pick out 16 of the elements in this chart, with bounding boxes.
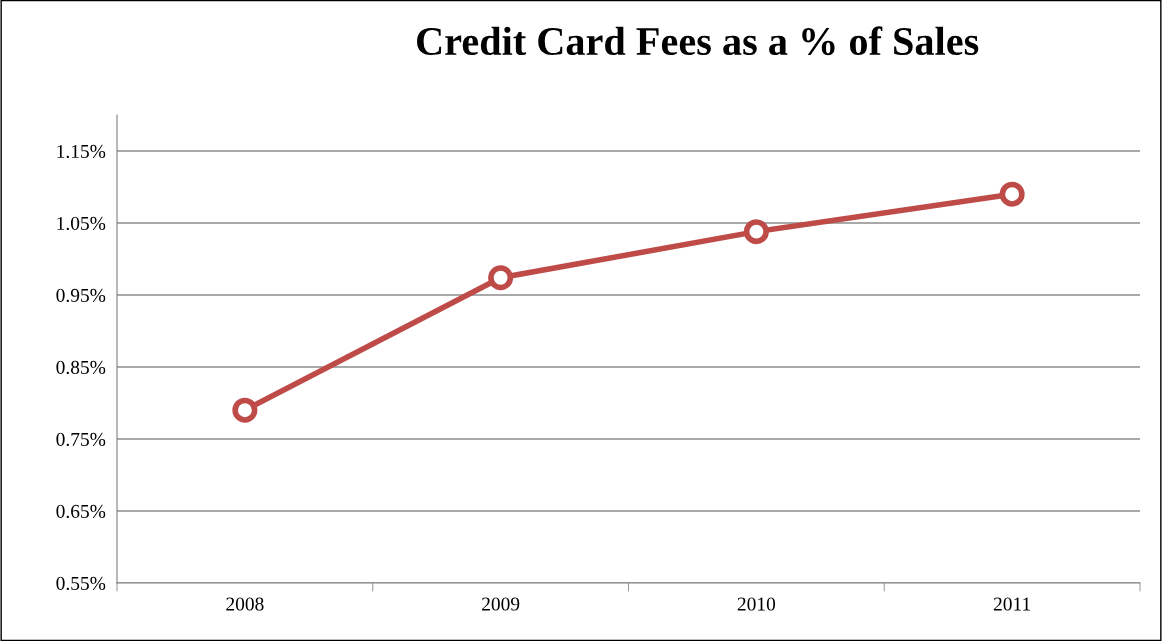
point bbox=[488, 265, 514, 291]
y-tick-label: 0.75% bbox=[56, 432, 106, 447]
x-tick-label: 2009 bbox=[482, 597, 520, 611]
point bbox=[999, 181, 1025, 207]
point bbox=[232, 397, 258, 423]
y-tick-label: 0.85% bbox=[56, 360, 106, 375]
x-tick-label: 2010 bbox=[737, 597, 776, 611]
chart-title: Credit Card Fees as a % of Sales bbox=[417, 26, 979, 56]
y-tick-label: 0.65% bbox=[56, 504, 106, 519]
y-tick-label: 0.95% bbox=[56, 288, 106, 303]
y-tick-label: 1.15% bbox=[57, 144, 106, 159]
y-tick-label: 1.05% bbox=[57, 216, 106, 231]
x-tick-label: 2008 bbox=[226, 597, 264, 611]
point bbox=[743, 219, 769, 245]
x-tick-label: 2011 bbox=[993, 597, 1031, 611]
y-tick-label: 0.55% bbox=[56, 576, 106, 591]
